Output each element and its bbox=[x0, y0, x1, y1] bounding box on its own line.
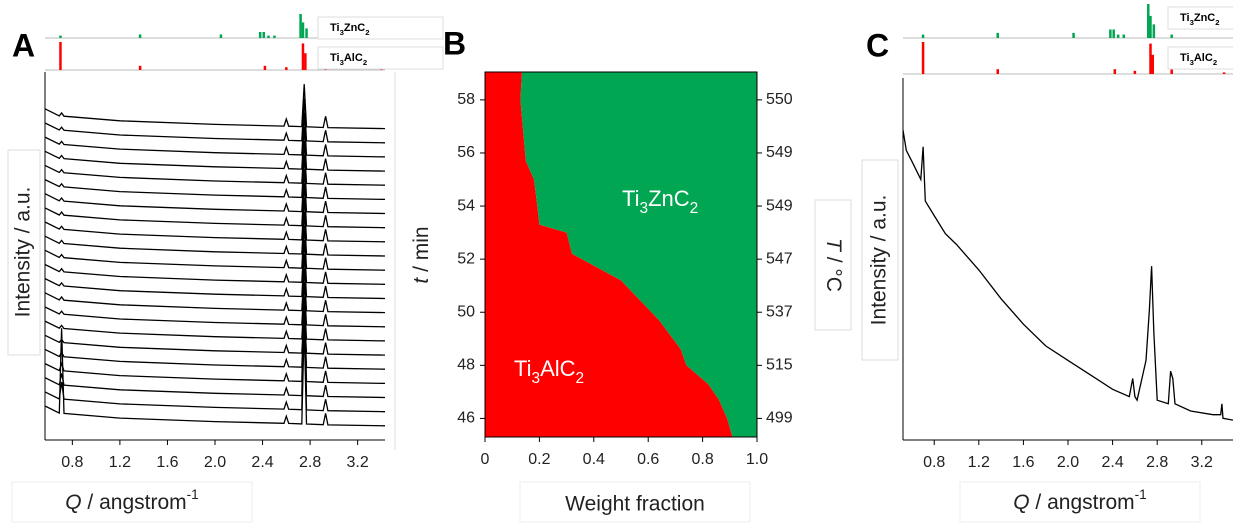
reference-label: Ti3ZnC2 bbox=[330, 22, 370, 37]
label-frame bbox=[861, 159, 899, 361]
label-frame bbox=[814, 199, 852, 331]
reference-label-box bbox=[317, 16, 444, 40]
x-tick-label: 0.8 bbox=[923, 454, 945, 471]
reference-label-box bbox=[317, 46, 444, 70]
y-axis-label: Intensity / a.u. bbox=[12, 187, 35, 318]
pattern-line bbox=[45, 140, 385, 186]
area bbox=[485, 72, 733, 437]
x-tick-label: 0.8 bbox=[61, 454, 83, 471]
x-tick-label: 0.6 bbox=[637, 451, 659, 468]
reference-label: Ti3ZnC2 bbox=[1180, 12, 1220, 27]
pattern-line bbox=[45, 225, 385, 271]
pattern-line bbox=[45, 183, 385, 229]
pattern-line bbox=[45, 296, 385, 399]
pattern-line bbox=[45, 112, 385, 158]
y-axis-label: t / min bbox=[410, 226, 433, 283]
y2-tick-label: 549 bbox=[766, 144, 793, 161]
pattern-line bbox=[45, 84, 385, 130]
region-label: Ti3AlC2 bbox=[514, 356, 584, 387]
y-tick-label: 46 bbox=[457, 410, 475, 427]
pattern-line bbox=[45, 253, 385, 300]
y-tick-label: 58 bbox=[457, 91, 475, 108]
x-tick-label: 2.4 bbox=[1101, 454, 1123, 471]
x-tick-label: 0.4 bbox=[583, 451, 605, 468]
pattern-line bbox=[45, 239, 385, 285]
x-tick-label: 1.6 bbox=[1012, 454, 1034, 471]
x-tick-label: 0.2 bbox=[528, 451, 550, 468]
label-frame bbox=[959, 481, 1201, 523]
area bbox=[520, 72, 757, 437]
y2-axis-label: T / °C bbox=[822, 238, 845, 292]
reference-label-box bbox=[1167, 6, 1233, 30]
x-axis-label: Q / angstrom-1 bbox=[65, 487, 199, 513]
y-tick-label: 50 bbox=[457, 303, 475, 320]
x-tick-label: 2.4 bbox=[251, 454, 273, 471]
y2-tick-label: 499 bbox=[766, 410, 793, 427]
pattern-line bbox=[45, 310, 385, 356]
pattern-line bbox=[45, 197, 385, 243]
y2-tick-label: 537 bbox=[766, 303, 793, 320]
pattern-line bbox=[903, 129, 1233, 421]
y2-tick-label: 549 bbox=[766, 197, 793, 214]
x-tick-label: 2.0 bbox=[1057, 454, 1079, 471]
x-tick-label: 2.8 bbox=[299, 454, 321, 471]
panel-letter: A bbox=[12, 27, 35, 63]
pattern-line bbox=[45, 310, 385, 370]
y2-tick-label: 515 bbox=[766, 357, 793, 374]
x-tick-label: 3.2 bbox=[347, 454, 369, 471]
y-tick-label: 54 bbox=[457, 197, 475, 214]
x-tick-label: 2.0 bbox=[204, 454, 226, 471]
pattern-line bbox=[45, 169, 385, 215]
y-tick-label: 56 bbox=[457, 144, 475, 161]
x-tick-label: 3.2 bbox=[1191, 454, 1213, 471]
panel-letter: B bbox=[443, 25, 466, 61]
pattern-line bbox=[45, 211, 385, 257]
label-frame bbox=[7, 149, 41, 356]
pattern-line bbox=[45, 296, 385, 342]
y-tick-label: 52 bbox=[457, 250, 475, 267]
plot-frame bbox=[484, 71, 758, 438]
x-tick-label: 1.0 bbox=[746, 451, 768, 468]
pattern-line bbox=[45, 296, 385, 385]
reference-label: Ti3AlC2 bbox=[330, 52, 367, 67]
x-axis-label: Q / angstrom-1 bbox=[1013, 487, 1147, 513]
y2-tick-label: 547 bbox=[766, 250, 793, 267]
pattern-line bbox=[45, 324, 385, 427]
x-tick-label: 1.2 bbox=[109, 454, 131, 471]
region-label: Ti3ZnC2 bbox=[622, 186, 698, 217]
y2-tick-label: 550 bbox=[766, 91, 793, 108]
x-tick-label: 2.8 bbox=[1146, 454, 1168, 471]
reference-label: Ti3AlC2 bbox=[1180, 52, 1217, 67]
x-axis-label: Weight fraction bbox=[565, 493, 705, 516]
x-tick-label: 1.6 bbox=[156, 454, 178, 471]
x-tick-label: 0 bbox=[481, 451, 490, 468]
pattern-line bbox=[45, 310, 385, 413]
pattern-line bbox=[45, 282, 385, 328]
pattern-line bbox=[45, 268, 385, 314]
label-frame bbox=[11, 481, 253, 523]
y-tick-label: 48 bbox=[457, 357, 475, 374]
y-axis-label: Intensity / a.u. bbox=[868, 195, 891, 326]
x-tick-label: 0.8 bbox=[691, 451, 713, 468]
pattern-line bbox=[45, 126, 385, 172]
pattern-line bbox=[45, 98, 385, 144]
reference-label-box bbox=[1167, 46, 1233, 70]
x-tick-label: 1.2 bbox=[968, 454, 990, 471]
pattern-line bbox=[45, 154, 385, 201]
panel-letter: C bbox=[866, 27, 889, 63]
label-frame bbox=[519, 481, 751, 523]
